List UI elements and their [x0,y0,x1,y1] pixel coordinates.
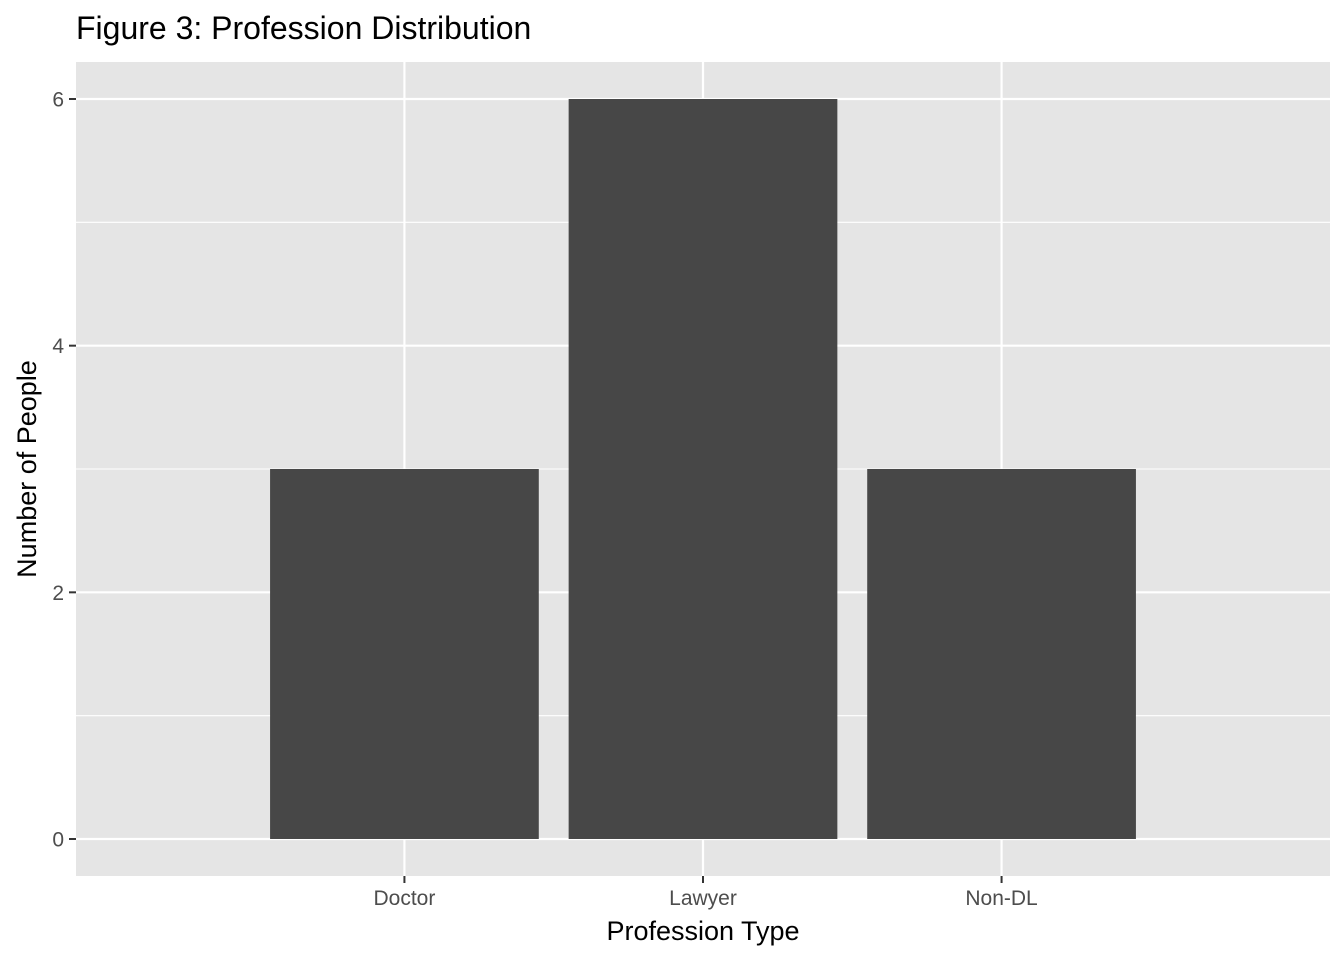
y-tick-label: 0 [52,829,64,852]
y-axis: 0 2 4 6 [52,89,76,852]
x-axis: Doctor Lawyer Non-DL [373,876,1038,910]
y-tick-label: 6 [52,89,64,112]
x-tick-label: Lawyer [669,887,737,910]
bar-non-dl [867,469,1136,839]
bar-doctor [270,469,539,839]
x-tick-label: Non-DL [965,887,1037,910]
x-axis-title: Profession Type [606,916,799,946]
y-tick-label: 2 [52,582,64,605]
y-axis-title: Number of People [12,360,42,578]
y-tick-label: 4 [52,335,64,358]
bar-lawyer [568,99,838,839]
x-tick-label: Doctor [373,887,435,910]
chart-title: Figure 3: Profession Distribution [76,10,531,46]
bars [270,99,1136,839]
